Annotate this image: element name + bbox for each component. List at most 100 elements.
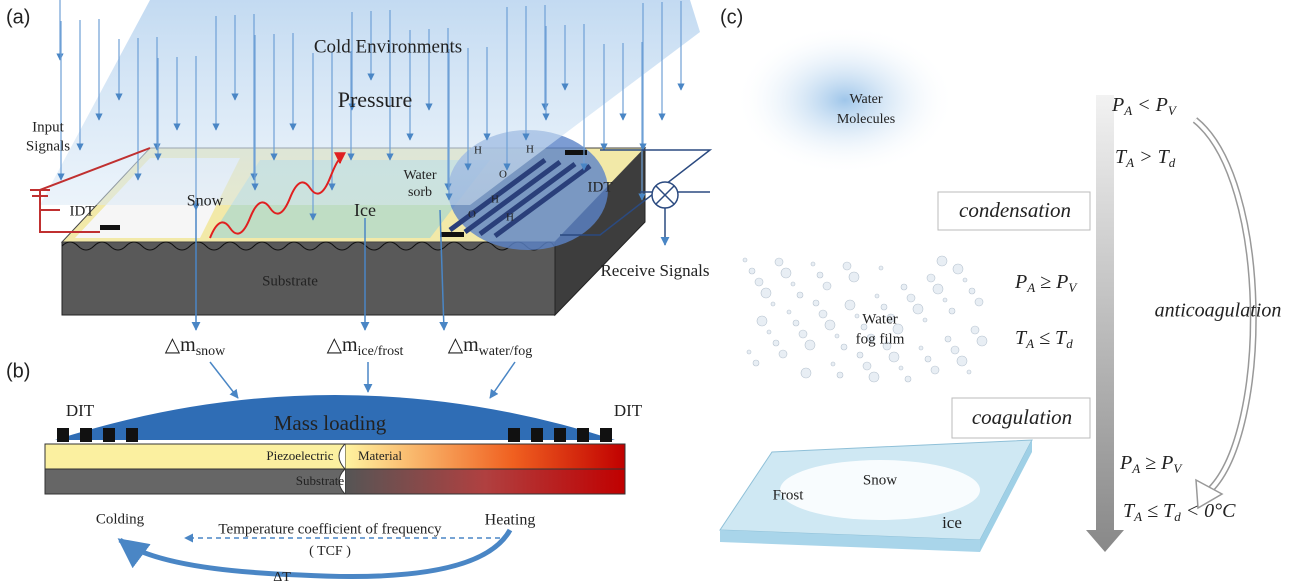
droplet [951, 346, 959, 354]
droplet [913, 304, 923, 314]
droplet [841, 344, 847, 350]
subscript: ice/frost [358, 344, 404, 359]
droplet [849, 272, 859, 282]
subscript: A [1025, 336, 1034, 351]
formula-part: < P [1132, 94, 1168, 116]
subscript: snow [196, 344, 226, 359]
dit-label: DIT [66, 401, 95, 420]
droplet [933, 284, 943, 294]
droplet [907, 294, 915, 302]
droplet [953, 264, 963, 274]
droplet [905, 376, 911, 382]
droplet [819, 310, 827, 318]
droplet [967, 370, 971, 374]
mass-change: △mice/frost [327, 334, 404, 360]
heating-label: Heating [485, 512, 536, 529]
droplet [755, 278, 763, 286]
subscript: d [1066, 336, 1073, 351]
droplet [845, 300, 855, 310]
formula-part: > T [1134, 146, 1170, 168]
dit-label: DIT [614, 401, 643, 420]
droplet [931, 366, 939, 374]
ice-label: ice [942, 513, 962, 532]
snow-label: Snow [187, 193, 224, 210]
piezo-label: Piezoelectric [266, 448, 333, 463]
droplet [863, 362, 871, 370]
subscript: water/fog [479, 344, 533, 359]
atom-label: O [468, 209, 476, 221]
droplet [767, 330, 771, 334]
droplet [949, 308, 955, 314]
droplet [843, 262, 851, 270]
water-sorb: sorb [408, 185, 432, 200]
tcf-short: ( TCF ) [309, 544, 351, 559]
water-sorb: Water [403, 168, 436, 183]
droplet [957, 356, 967, 366]
condensation-label: condensation [959, 198, 1071, 222]
condition: PA ≥ PV [1119, 452, 1183, 476]
droplet [805, 340, 815, 350]
droplet [781, 268, 791, 278]
droplet [753, 360, 759, 366]
droplet [969, 288, 975, 294]
atom-label: H [506, 212, 514, 224]
delta-m: △m [165, 334, 196, 356]
formula-part: P [1014, 271, 1027, 293]
mass-loading: Mass loading [274, 411, 387, 435]
subscript: V [1173, 461, 1183, 476]
formula-part: ≥ P [1035, 271, 1068, 293]
water-molecules: Water [849, 92, 882, 107]
droplet [925, 356, 931, 362]
ice-label: Ice [354, 200, 376, 220]
atom-label: H [474, 145, 482, 157]
pressure-label: Pressure [338, 87, 413, 112]
droplet [757, 316, 767, 326]
droplet [977, 336, 987, 346]
panel-label: (a) [6, 6, 30, 28]
droplet [855, 314, 859, 318]
formula-part: < 0°C [1181, 500, 1236, 522]
droplet [773, 340, 779, 346]
droplet [831, 362, 835, 366]
droplet [975, 298, 983, 306]
subscript: V [1168, 103, 1178, 118]
formula-part: P [1111, 94, 1124, 116]
fog-film: fog film [856, 331, 905, 347]
subscript: A [1123, 103, 1132, 118]
droplet [875, 294, 879, 298]
droplet [857, 352, 863, 358]
droplet [749, 268, 755, 274]
droplet [791, 282, 795, 286]
subscript: A [1131, 461, 1140, 476]
tcf-label: Temperature coefficient of frequency [218, 521, 442, 537]
subscript: V [1068, 280, 1078, 295]
droplet [779, 350, 787, 358]
droplet [743, 258, 747, 262]
idt-label: IDT [70, 203, 95, 219]
snow-label: Snow [863, 472, 897, 488]
droplet [823, 282, 831, 290]
anticoagulation-label: anticoagulation [1155, 300, 1282, 322]
panel-label: (c) [720, 6, 743, 28]
droplet [919, 346, 923, 350]
water-molecules: Molecules [837, 112, 895, 127]
droplet [879, 266, 883, 270]
delta-m: △m [327, 334, 358, 356]
droplet [923, 318, 927, 322]
delta-m: △m [448, 334, 479, 356]
panel-label: (b) [6, 360, 30, 382]
droplet [927, 274, 935, 282]
droplet [835, 334, 839, 338]
formula-part: ≤ T [1034, 327, 1068, 349]
condition: TA ≤ Td [1015, 327, 1073, 351]
input-signals: Input [32, 119, 64, 135]
formula-part: ≤ T [1142, 500, 1176, 522]
condition: TA ≤ Td < 0°C [1123, 500, 1236, 524]
subscript: d [1169, 155, 1176, 170]
droplet [825, 320, 835, 330]
droplet [813, 300, 819, 306]
droplet [971, 326, 979, 334]
droplet [901, 284, 907, 290]
condition: TA > Td [1115, 146, 1176, 170]
formula-part: P [1119, 452, 1132, 474]
